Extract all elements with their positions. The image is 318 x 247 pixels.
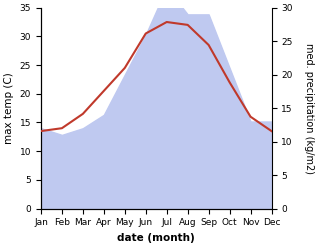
Y-axis label: med. precipitation (kg/m2): med. precipitation (kg/m2) — [304, 43, 314, 174]
X-axis label: date (month): date (month) — [117, 233, 195, 243]
Y-axis label: max temp (C): max temp (C) — [4, 72, 14, 144]
